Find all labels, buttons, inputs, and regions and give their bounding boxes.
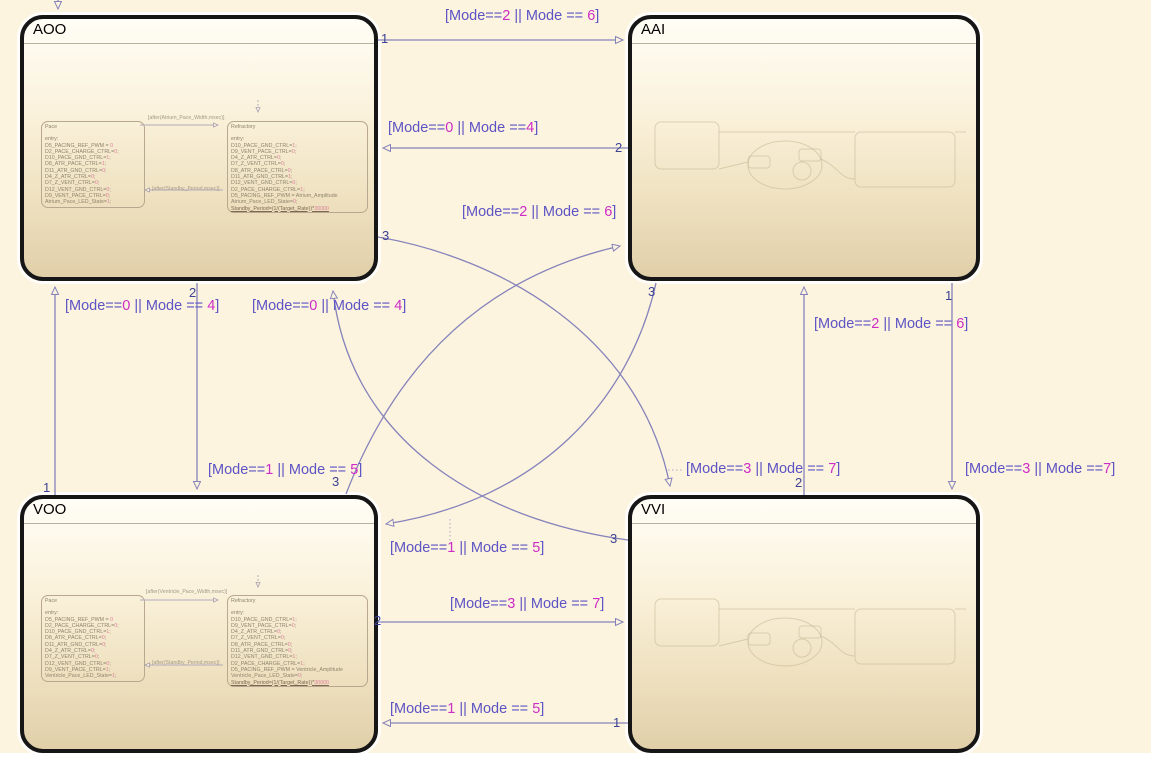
state-voo[interactable]: VOO Pace entry: D5_PACING_REF_PWM = 0 D2_P… [20,495,378,753]
transition-seq-voo-to-aai: 3 [332,474,340,489]
state-aai[interactable]: AAI [628,15,980,281]
transition-seq-aoo-to-aai: 1 [381,31,389,46]
state-vvi-subchart-preview [654,598,966,667]
transition-label-voo-pace-to-refractory[interactable]: [after(Ventricle_Pace_Width,msec)] [146,589,228,595]
transition-label-voo-refractory-to-pace[interactable]: [after(Standby_Period,msec)] [152,660,220,666]
substate-aoo-refractory-title: Refractory [231,124,256,130]
transition-label-vvi-to-aai[interactable]: [Mode==2 || Mode == 6] [814,316,969,332]
transition-label-vvi-to-aoo[interactable]: [Mode==0 || Mode == 4] [252,298,407,314]
state-voo-title-separator [24,523,374,524]
transition-label-aai-to-voo[interactable]: [Mode==1 || Mode == 5] [390,540,545,556]
state-vvi[interactable]: VVI [628,495,980,753]
transition-label-vvi-to-voo[interactable]: [Mode==1 || Mode == 5] [390,701,545,717]
substate-voo-refractory-actions: entry: D10_PACE_GND_CTRL=1; D9_VENT_PACE_C… [231,610,343,686]
state-voo-title: VOO [33,501,67,518]
transition-label-aoo-to-aai[interactable]: [Mode==2 || Mode == 6] [445,8,600,24]
transition-label-aoo-to-vvi[interactable]: [Mode==3 || Mode == 7] [686,461,841,477]
transition-aai-to-voo[interactable] [386,282,657,524]
transition-label-voo-to-vvi[interactable]: [Mode==3 || Mode == 7] [450,596,605,612]
substate-aoo-refractory[interactable]: Refractory entry: D10_PACE_GND_CTRL=1; D9_… [227,121,368,213]
transition-label-voo-to-aai[interactable]: [Mode==2 || Mode == 6] [462,204,617,220]
substate-aoo-pace[interactable]: Pace entry: D5_PACING_REF_PWM = 0 D2_PACE_… [41,121,145,208]
transition-seq-aai-to-vvi: 1 [945,288,953,303]
transition-vvi-to-aoo[interactable] [333,291,629,541]
state-aai-subchart-preview [654,121,966,190]
state-aoo[interactable]: AOO Pace entry: D5_PACING_REF_PWM = 0 D2_P… [20,15,378,281]
state-aoo-title: AOO [33,21,67,38]
substate-aoo-pace-title: Pace [45,124,58,130]
state-vvi-title-separator [632,523,976,524]
transition-seq-aoo-to-voo: 2 [189,285,197,300]
state-vvi-title: VVI [641,501,666,518]
transition-label-aai-to-vvi[interactable]: [Mode==3 || Mode ==7] [965,461,1116,477]
substate-voo-pace[interactable]: Pace entry: D5_PACING_REF_PWM = 0 D2_PACE_… [41,595,145,682]
transition-seq-aai-to-voo: 3 [648,284,656,299]
transition-aoo-to-vvi[interactable] [377,236,670,486]
substate-voo-refractory[interactable]: Refractory entry: D10_PACE_GND_CTRL=1; D9_… [227,595,368,687]
transition-seq-vvi-to-aoo: 3 [610,531,618,546]
transition-seq-voo-to-aoo: 1 [43,480,51,495]
transition-seq-vvi-to-voo: 1 [613,715,621,730]
transition-seq-voo-to-vvi: 2 [374,613,382,628]
transition-voo-to-aai[interactable] [345,246,620,495]
transition-label-aoo-pace-to-refractory[interactable]: [after(Atrium_Pace_Width,msec)] [148,115,225,121]
transition-label-voo-to-aoo[interactable]: [Mode==0 || Mode == 4] [65,298,220,314]
transition-label-aai-to-aoo[interactable]: [Mode==0 || Mode ==4] [388,120,539,136]
substate-voo-pace-title: Pace [45,598,58,604]
substate-voo-pace-actions: entry: D5_PACING_REF_PWM = 0 D2_PACE_CHARG… [45,610,119,680]
substate-aoo-refractory-actions: entry: D10_PACE_GND_CTRL=1; D9_VENT_PACE_C… [231,136,338,212]
substate-aoo-pace-actions: entry: D5_PACING_REF_PWM = 0 D2_PACE_CHARG… [45,136,119,206]
transition-seq-aoo-to-vvi: 3 [382,228,390,243]
transition-seq-vvi-to-aai: 2 [795,475,803,490]
transition-seq-aai-to-aoo: 2 [615,140,623,155]
canvas-edge-right [1151,0,1156,761]
transition-label-aoo-refractory-to-pace[interactable]: [after(Standby_Period,msec)] [152,186,220,192]
canvas-edge-bottom [0,753,1156,761]
state-aoo-title-separator [24,43,374,44]
state-aai-title: AAI [641,21,666,38]
state-aai-title-separator [632,43,976,44]
transition-label-aoo-to-voo[interactable]: [Mode==1 || Mode == 5] [208,462,363,478]
substate-voo-refractory-title: Refractory [231,598,256,604]
